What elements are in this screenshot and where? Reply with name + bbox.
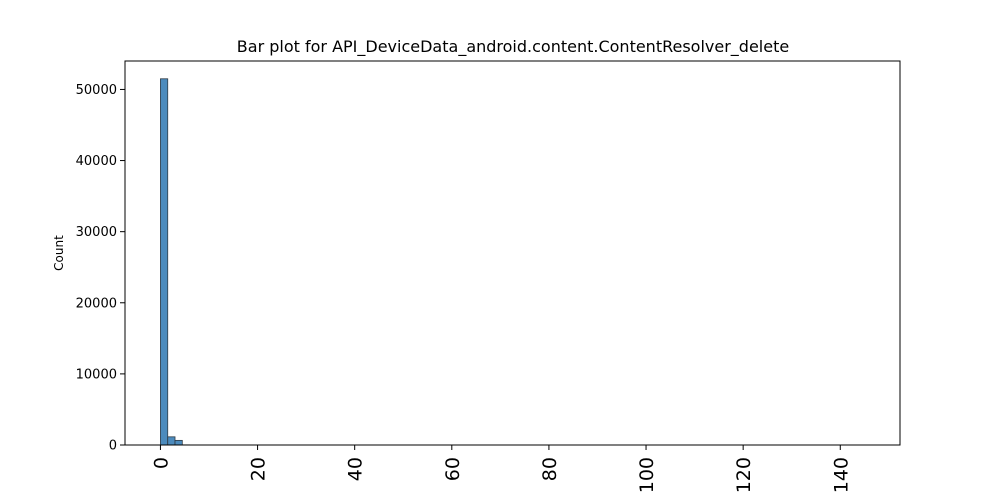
y-tick-label: 20000 xyxy=(76,296,117,311)
y-tick-label: 50000 xyxy=(76,83,117,98)
x-tick-label: 40 xyxy=(345,457,367,481)
y-tick-label: 40000 xyxy=(76,154,117,169)
x-tick-label: 120 xyxy=(733,457,755,493)
histogram-bar xyxy=(160,78,169,446)
bars-group xyxy=(160,78,198,446)
y-axis-label: Count xyxy=(52,235,66,271)
x-tick-label: 80 xyxy=(539,457,561,481)
y-tick-label: 10000 xyxy=(76,367,117,382)
x-tick-label: 0 xyxy=(150,457,172,469)
x-tick-label: 20 xyxy=(248,457,270,481)
x-tick-label: 100 xyxy=(636,457,658,493)
chart-title: Bar plot for API_DeviceData_android.cont… xyxy=(237,37,789,57)
y-axis-ticks: 0 10000 20000 30000 40000 50000 xyxy=(76,83,125,454)
plot-area-frame xyxy=(124,60,901,446)
x-axis-ticks: 0 20 40 60 80 100 120 140 xyxy=(150,445,852,493)
histogram-bar xyxy=(174,439,183,446)
y-tick-label: 30000 xyxy=(76,225,117,240)
histogram-bar xyxy=(167,436,176,446)
x-tick-label: 60 xyxy=(442,457,464,481)
x-tick-label: 140 xyxy=(830,457,852,493)
y-tick-label: 0 xyxy=(109,439,117,454)
